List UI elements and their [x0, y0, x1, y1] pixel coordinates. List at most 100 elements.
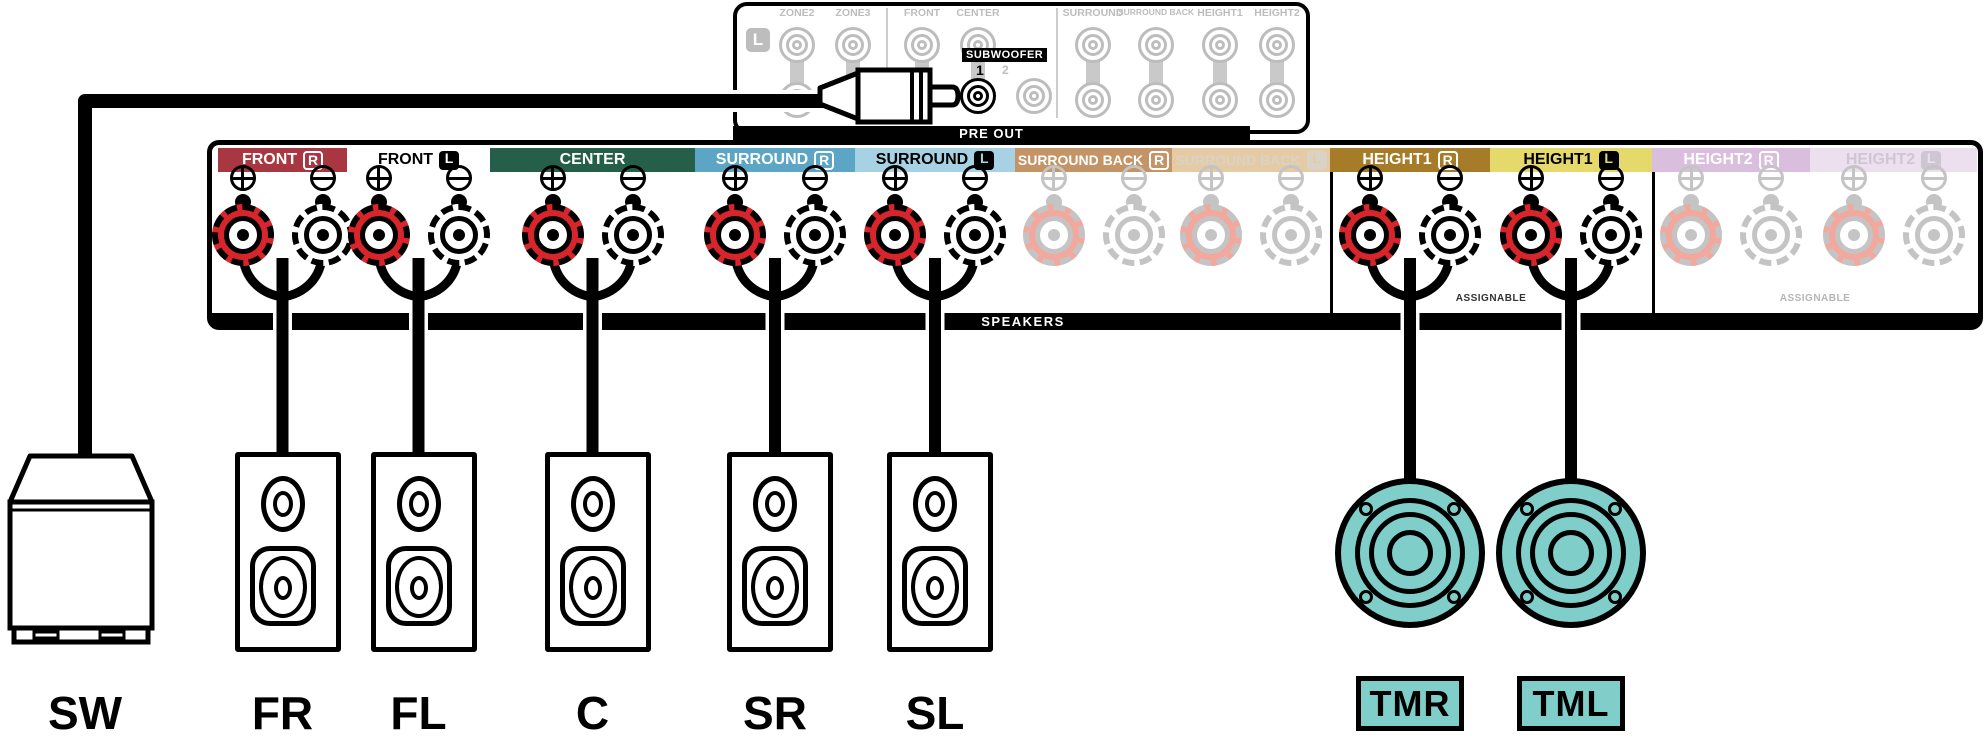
woofer-cone: [751, 556, 799, 618]
minus-symbol-front-r: [309, 165, 336, 191]
plus-symbol-front-l: [365, 165, 392, 191]
binding-post-surround-back-l-minus: [1260, 204, 1322, 266]
subwoofer-foot: [32, 630, 60, 640]
minus-symbol-height2-r: [1758, 165, 1784, 191]
binding-post-surround-r-plus: [704, 204, 766, 266]
tweeter-dome: [408, 491, 429, 517]
binding-post-height2-l-plus: [1822, 204, 1885, 266]
speaker-label-tml: TML: [1517, 676, 1625, 731]
plus-symbol-height1-r: [1357, 165, 1383, 191]
speaker-ring: [1530, 512, 1612, 594]
minus-symbol-center: [619, 165, 646, 191]
channel-badge: L: [1598, 150, 1619, 170]
plus-symbol-center: [539, 165, 566, 191]
woofer-cap: [766, 576, 784, 600]
rca-jack-bottom: [1202, 82, 1238, 118]
rca-jack-zone2: [779, 27, 815, 63]
minus-symbol-surround-l: [962, 165, 988, 191]
binding-post-height1-l-plus: [1500, 204, 1562, 266]
speaker-label-tmr: TMR: [1356, 676, 1464, 731]
pre-out-column-label: SURROUND: [1062, 7, 1124, 19]
binding-post-height2-r-plus: [1660, 204, 1722, 266]
terminal-label-text: SURROUND BACK: [1017, 152, 1144, 168]
binding-post-center-plus: [521, 204, 584, 266]
tweeter: [753, 476, 797, 532]
binding-post-surround-back-l-plus: [1180, 204, 1242, 266]
terminal-label-surround-l: SURROUND L: [855, 148, 1015, 172]
minus-symbol-height1-r: [1437, 165, 1463, 191]
binding-post-height1-r-minus: [1419, 204, 1481, 266]
mounting-screw: [1520, 502, 1534, 516]
pre-out-column-label: HEIGHT1: [1197, 7, 1243, 19]
subwoofer-jack1-number: 1: [976, 62, 984, 78]
subwoofer-cable-casing: [74, 90, 830, 470]
plus-symbol-surround-back-l: [1198, 165, 1224, 191]
plus-symbol-surround-l: [882, 165, 908, 191]
mounting-screw: [1608, 590, 1622, 604]
terminal-label-text: CENTER: [559, 151, 626, 168]
pre-out-column-label: SURROUND BACK: [1117, 7, 1195, 17]
rca-jack-surround-back: [1138, 27, 1174, 63]
subwoofer-top: [7, 453, 155, 505]
subwoofer-speaker-label: SW: [47, 687, 123, 739]
subwoofer-foot: [98, 630, 126, 640]
subwoofer-pre-out-jack-1: [960, 78, 996, 114]
terminal-label-text: SURROUND: [875, 151, 969, 168]
rca-plug-tip: [927, 84, 961, 108]
assignable-divider: [1652, 172, 1655, 313]
tweeter-dome: [582, 491, 603, 517]
mounting-screw: [1359, 502, 1373, 516]
pre-out-column-label: HEIGHT2: [1254, 7, 1300, 19]
terminal-label-text: FRONT: [241, 151, 298, 168]
binding-post-height1-l-minus: [1580, 204, 1642, 266]
terminal-label-height1-l: HEIGHT1 L: [1490, 148, 1652, 172]
pre-out-column-label: ZONE3: [835, 7, 871, 19]
rca-jack-height2: [1259, 27, 1295, 63]
minus-symbol-surround-back-r: [1120, 165, 1147, 191]
terminal-label-surround-back-r: SURROUND BACK R: [1015, 148, 1172, 172]
binding-post-front-l-minus: [427, 204, 490, 266]
binding-post-height1-r-plus: [1339, 204, 1401, 266]
terminal-label-height2-l: HEIGHT2 L: [1810, 148, 1977, 172]
mounting-screw: [1447, 590, 1461, 604]
minus-symbol-height1-l: [1598, 165, 1624, 191]
rca-jack-height1: [1202, 27, 1238, 63]
minus-symbol-height2-l: [1920, 165, 1947, 191]
subwoofer-jack2-number: 2: [1002, 63, 1009, 77]
assignable-divider: [1330, 172, 1333, 313]
speaker-label-fl: FL: [390, 687, 447, 739]
plus-symbol-height1-l: [1518, 165, 1544, 191]
subwoofer-label: SUBWOOFER: [962, 48, 1048, 62]
mounting-screw: [1359, 590, 1373, 604]
rca-jack-front: [904, 27, 940, 63]
speaker-dust-cap: [1387, 530, 1433, 576]
terminal-label-surround-r: SURROUND R: [695, 148, 855, 172]
binding-post-height2-l-minus: [1902, 204, 1965, 266]
ceiling-speaker-tmr: [1335, 478, 1485, 628]
binding-post-front-l-plus: [347, 204, 410, 266]
binding-post-center-minus: [601, 204, 664, 266]
minus-symbol-front-l: [445, 165, 472, 191]
woofer-cap: [273, 576, 292, 600]
binding-post-height2-r-minus: [1740, 204, 1802, 266]
tweeter: [260, 476, 305, 532]
terminal-label-text: HEIGHT1: [1523, 151, 1593, 168]
binding-post-surround-back-r-minus: [1102, 204, 1165, 266]
rca-jack-surround: [1075, 27, 1111, 63]
tweeter-dome: [925, 491, 945, 517]
binding-post-surround-l-minus: [944, 204, 1006, 266]
channel-badge: R: [1149, 150, 1170, 170]
pre-out-divider: [1056, 8, 1058, 118]
binding-post-front-r-plus: [211, 204, 274, 266]
pre-out-column-label: ZONE2: [779, 7, 815, 19]
channel-badge: L: [1921, 150, 1942, 170]
terminal-label-text: HEIGHT1: [1362, 151, 1432, 168]
speakers-bar-label: SPEAKERS: [981, 314, 1065, 329]
terminal-label-height1-r: HEIGHT1 R: [1330, 148, 1490, 172]
mounting-screw: [1520, 590, 1534, 604]
pre-out-column-label: CENTER: [956, 7, 1000, 19]
channel-badge: L: [1306, 150, 1327, 170]
terminal-label-text: HEIGHT2: [1845, 151, 1916, 168]
subwoofer-pre-out-jack-2: [1016, 78, 1052, 114]
